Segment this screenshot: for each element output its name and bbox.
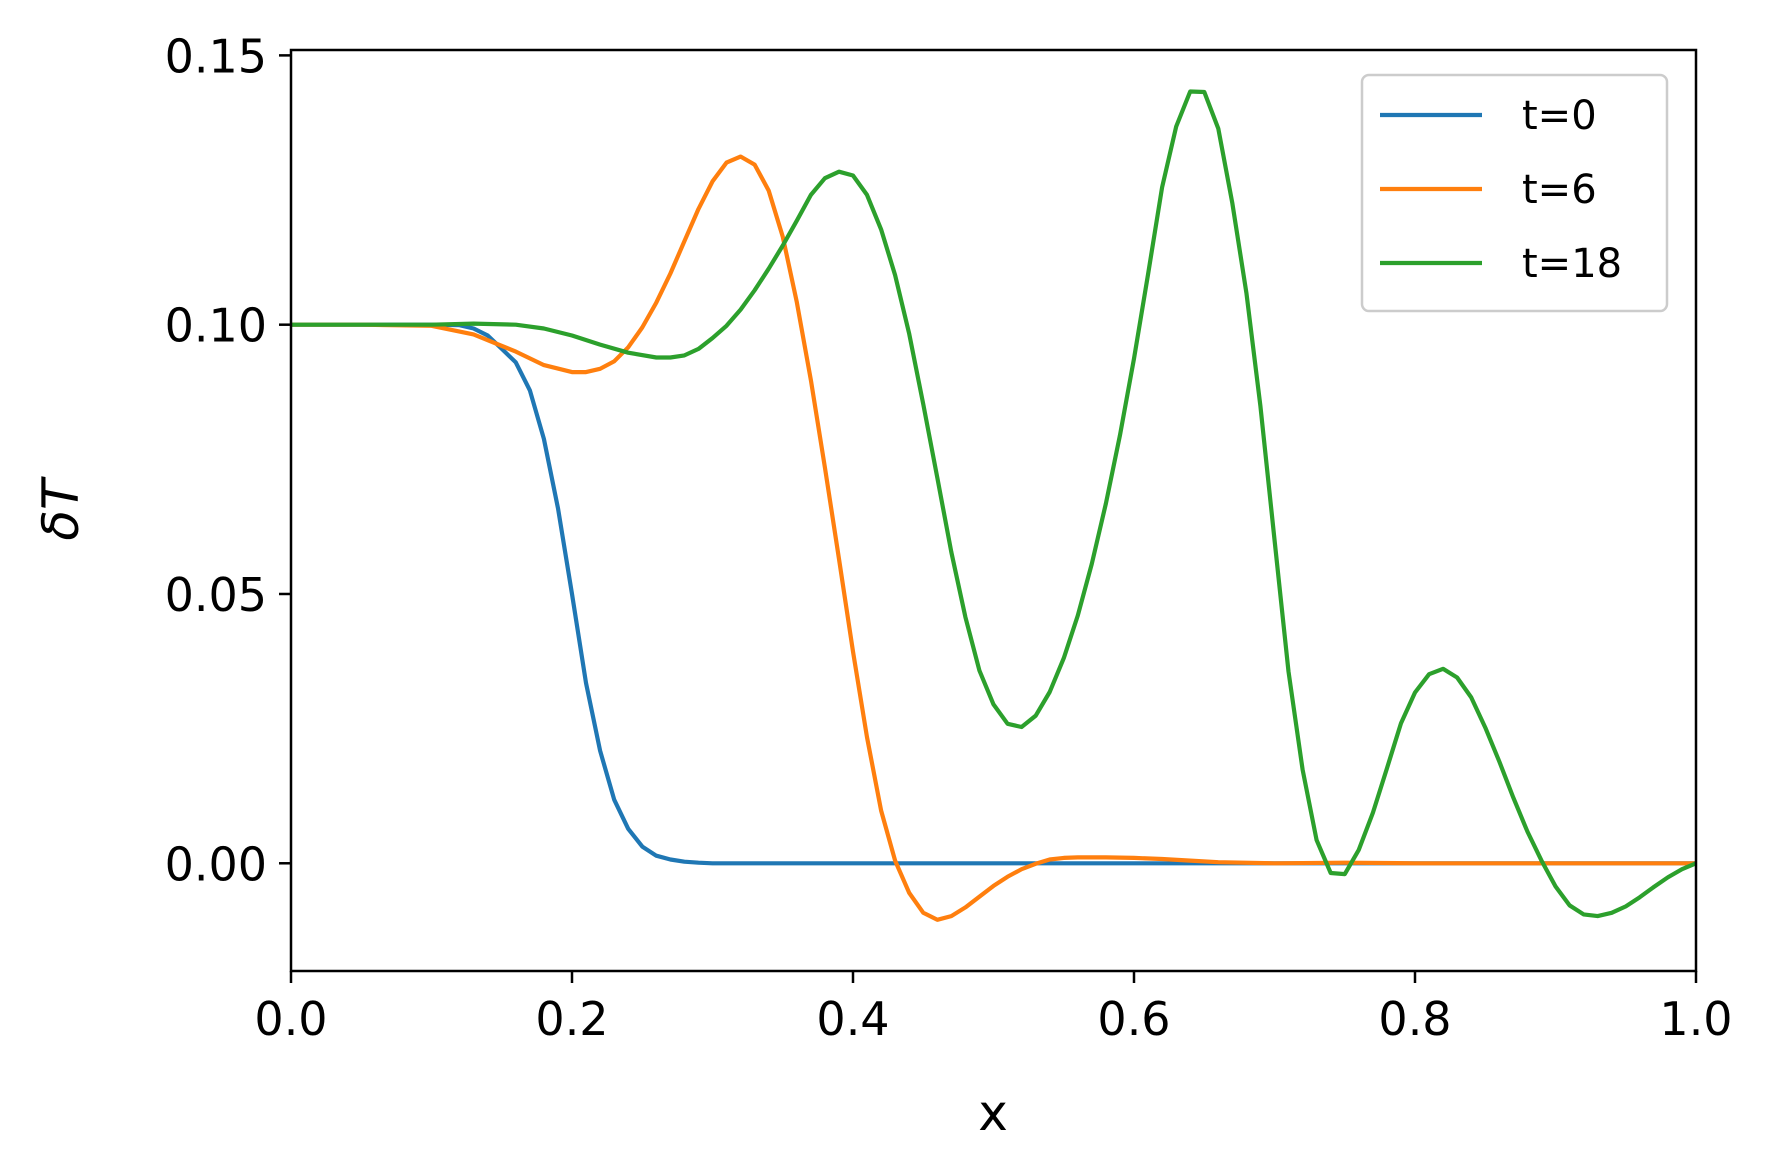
x-tick-label: 0.6 — [1097, 992, 1170, 1046]
x-tick-label: 0.4 — [816, 992, 889, 1046]
x-axis: 0.0 0.2 0.4 0.6 0.8 1.0 — [254, 971, 1733, 1046]
y-axis-label: δT — [32, 476, 90, 541]
plot-area-frame — [289, 48, 1698, 973]
y-tick-label: 0.00 — [165, 837, 267, 891]
x-tick-label: 0.2 — [535, 992, 608, 1046]
legend: t=0 t=6 t=18 — [1360, 73, 1669, 313]
series-line-2 — [291, 89, 1697, 919]
x-tick-label: 0.0 — [254, 992, 327, 1046]
y-tick-label: 0.05 — [165, 568, 267, 622]
x-tick-label: 1.0 — [1659, 992, 1732, 1046]
series-line-1 — [291, 154, 1696, 922]
legend-label: t=6 — [1522, 167, 1597, 213]
legend-label: t=18 — [1522, 241, 1622, 287]
y-tick-label: 0.15 — [165, 29, 267, 83]
series-layer — [291, 89, 1697, 922]
legend-box — [1360, 73, 1669, 313]
y-tick-label: 0.10 — [165, 299, 267, 353]
series-line-0 — [291, 322, 1696, 866]
y-axis: 0.00 0.05 0.10 0.15 — [165, 29, 291, 891]
x-tick-label: 0.8 — [1378, 992, 1451, 1046]
legend-label: t=0 — [1522, 93, 1597, 139]
x-axis-label: x — [978, 1084, 1008, 1142]
